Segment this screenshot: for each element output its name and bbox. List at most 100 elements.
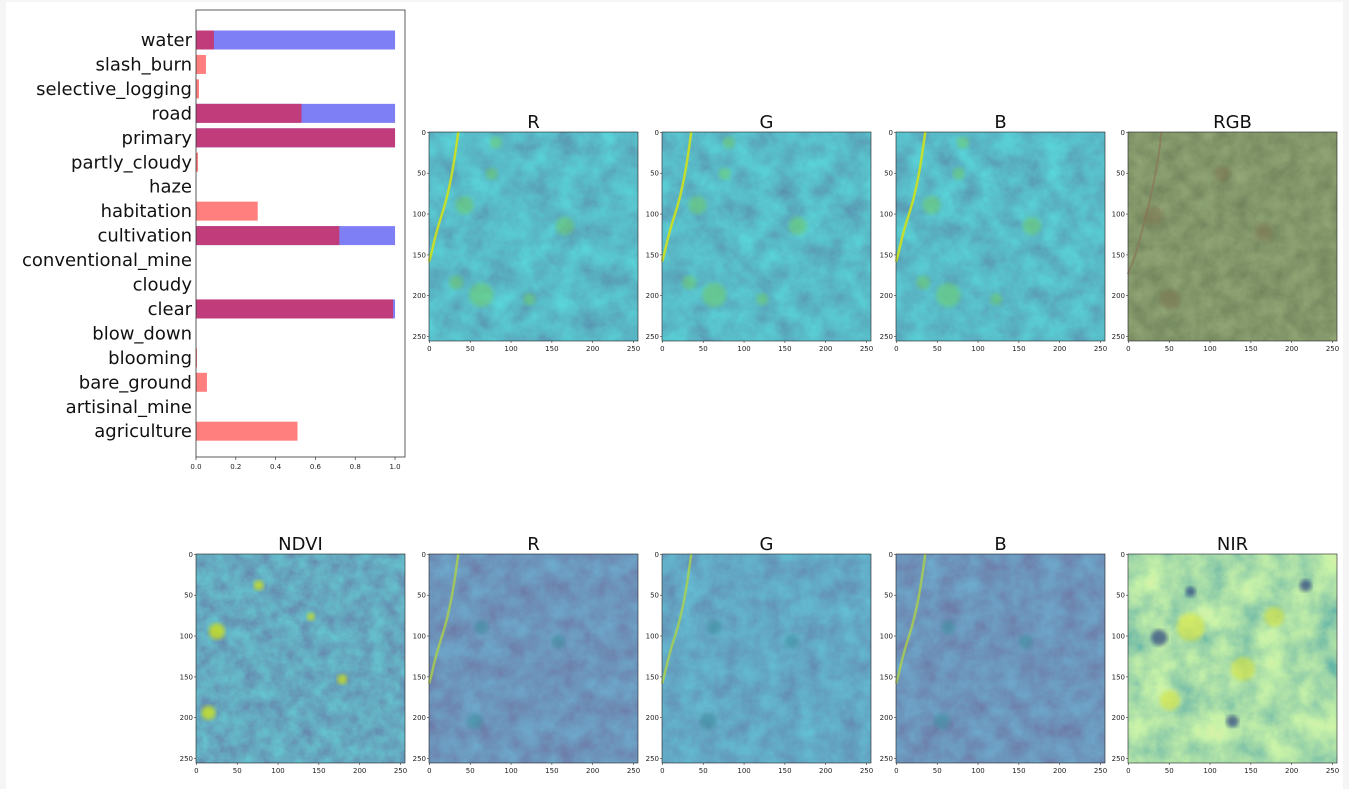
x-tick-label: 250	[627, 345, 640, 353]
image-texture	[1128, 132, 1337, 341]
vegetation-patch	[933, 713, 950, 730]
river-feature	[894, 131, 927, 262]
x-tick-label: 200	[819, 767, 832, 775]
category-label-artisinal_mine: artisinal_mine	[66, 397, 192, 418]
x-tick-label: 250	[1326, 345, 1339, 353]
y-tick-label: 200	[646, 292, 659, 300]
y-tick-label: 0	[189, 551, 193, 559]
x-tick-label: 50	[1165, 767, 1174, 775]
panel-title: R	[527, 112, 540, 133]
y-tick-label: 100	[413, 633, 426, 641]
x-tick-label: 0	[427, 767, 431, 775]
pred-bar-blooming	[196, 348, 197, 368]
panel-axes-frame	[895, 131, 1106, 342]
x-tick-label: 0	[1126, 345, 1130, 353]
panel-axes-frame	[428, 131, 639, 342]
panel-title: NDVI	[278, 534, 323, 555]
pred-bar-slash_burn	[196, 54, 206, 74]
x-tick-label: 0	[660, 345, 664, 353]
vegetation-patch	[1018, 634, 1033, 649]
nir-dark-patch	[1299, 579, 1312, 592]
x-tick-label: 50	[933, 345, 942, 353]
nir-bright-patch	[1230, 656, 1255, 681]
x-tick-label: 0	[1126, 767, 1130, 775]
vegetation-patch	[990, 293, 1003, 306]
nir-bright-patch	[1159, 690, 1180, 711]
category-label-agriculture: agriculture	[94, 421, 192, 442]
pred-bar-bare_ground	[196, 372, 207, 392]
x-tick-label: 150	[1012, 767, 1025, 775]
x-tick-label: 0.4	[270, 463, 282, 471]
y-tick-label: 0	[422, 129, 426, 137]
x-tick-label: 100	[737, 345, 750, 353]
x-tick-label: 250	[860, 767, 873, 775]
vegetation-patch	[682, 275, 697, 290]
y-tick-label: 200	[1112, 714, 1125, 722]
y-tick-label: 250	[413, 333, 426, 341]
vegetation-patch	[707, 620, 722, 635]
image-texture	[196, 554, 405, 763]
y-tick-label: 250	[646, 333, 659, 341]
vegetation-patch	[474, 620, 489, 635]
vegetation-patch	[449, 275, 464, 290]
panel-title: G	[760, 112, 774, 133]
y-tick-label: 250	[413, 755, 426, 763]
vegetation-patch	[455, 196, 474, 215]
category-label-blooming: blooming	[108, 348, 192, 369]
road-feature	[1127, 131, 1163, 275]
panel-axes-frame	[1127, 131, 1338, 342]
vegetation-patch	[718, 167, 731, 180]
x-tick-label: 100	[971, 767, 984, 775]
panel-title: NIR	[1217, 534, 1248, 555]
y-tick-label: 50	[884, 592, 893, 600]
category-label-cloudy: cloudy	[133, 275, 193, 296]
y-tick-label: 150	[880, 673, 893, 681]
panel-title: G	[760, 534, 774, 555]
x-tick-label: 100	[971, 345, 984, 353]
image-texture	[896, 554, 1105, 763]
x-tick-label: 150	[778, 767, 791, 775]
y-tick-label: 100	[646, 633, 659, 641]
nir-dark-patch	[1151, 629, 1168, 646]
x-tick-label: 150	[1244, 345, 1257, 353]
x-tick-label: 100	[737, 767, 750, 775]
image-texture	[662, 554, 871, 763]
x-tick-label: 250	[1094, 767, 1107, 775]
vegetation-patch	[699, 713, 716, 730]
x-tick-label: 200	[1285, 767, 1298, 775]
vegetation-patch	[489, 136, 502, 149]
x-tick-label: 200	[1053, 767, 1066, 775]
river-feature	[427, 553, 460, 684]
y-tick-label: 100	[1112, 211, 1125, 219]
vegetation-patch	[941, 620, 956, 635]
x-tick-label: 250	[627, 767, 640, 775]
river-feature	[427, 131, 460, 262]
x-tick-label: 0	[894, 767, 898, 775]
y-tick-label: 150	[1112, 673, 1125, 681]
category-label-primary: primary	[122, 128, 193, 149]
x-tick-label: 50	[466, 767, 475, 775]
y-tick-label: 250	[1112, 755, 1125, 763]
x-tick-label: 150	[1012, 345, 1025, 353]
category-label-partly_cloudy: partly_cloudy	[71, 152, 192, 173]
ndvi-highlight	[253, 580, 264, 591]
x-tick-label: 50	[1165, 345, 1174, 353]
vegetation-patch	[469, 283, 494, 308]
bar-chart-axes-frame	[195, 9, 406, 458]
ndvi-highlight	[306, 612, 315, 621]
y-tick-label: 250	[880, 333, 893, 341]
category-label-habitation: habitation	[101, 201, 192, 222]
pred-bar-water	[196, 30, 214, 50]
x-tick-label: 50	[466, 345, 475, 353]
pred-bar-habitation	[196, 201, 258, 221]
y-tick-label: 200	[180, 714, 193, 722]
x-tick-label: 50	[933, 767, 942, 775]
clearing-patch	[1254, 223, 1273, 242]
x-tick-label: 0	[194, 767, 198, 775]
x-tick-label: 100	[504, 345, 517, 353]
